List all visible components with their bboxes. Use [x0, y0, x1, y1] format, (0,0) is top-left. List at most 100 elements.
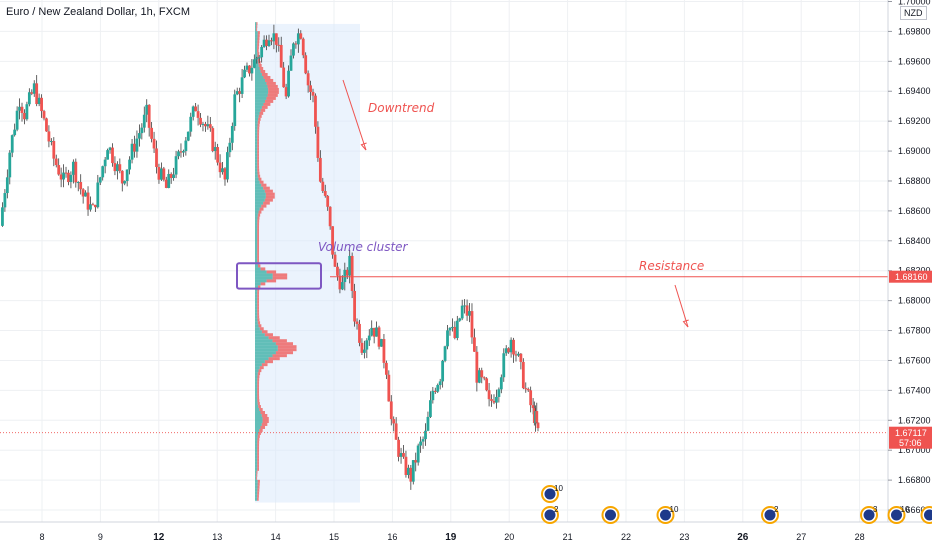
candle-down	[204, 123, 207, 127]
candle-up	[142, 114, 146, 128]
candle-down	[120, 170, 124, 184]
candle-down	[314, 95, 317, 127]
volume-bar-sell	[257, 252, 260, 256]
volume-bar-buy	[255, 267, 261, 271]
volume-bar-sell	[268, 90, 279, 94]
volume-bar-buy	[255, 237, 258, 241]
candle-up	[240, 77, 244, 94]
volume-bar-sell	[263, 186, 270, 190]
volume-bar-buy	[255, 497, 258, 501]
candle-down	[211, 128, 215, 152]
candle-up	[348, 255, 352, 276]
volume-bar-sell	[257, 237, 260, 241]
event-marker: 2	[761, 505, 779, 524]
volume-bar-sell	[257, 452, 260, 456]
volume-bar-sell	[257, 458, 259, 462]
volume-bar-buy	[255, 58, 258, 62]
volume-bar-buy	[255, 342, 276, 346]
candle-up	[98, 177, 102, 183]
candle-down	[311, 91, 315, 96]
volume-bar-sell	[264, 360, 273, 364]
candle-down	[294, 43, 298, 45]
candle-up	[206, 124, 210, 127]
candle-up	[182, 151, 185, 153]
volume-bar-buy	[255, 195, 266, 199]
volume-bar-buy	[255, 183, 262, 187]
volume-bar-sell	[257, 402, 260, 406]
candle-up	[287, 70, 290, 97]
volume-bar-buy	[255, 222, 258, 226]
candle-down	[350, 255, 354, 291]
annotation-arrow-head	[360, 142, 367, 151]
candle-down	[306, 73, 310, 86]
volume-bar-sell	[257, 318, 260, 322]
volume-bar-sell	[257, 162, 260, 166]
candle-up	[416, 445, 420, 463]
candle-up	[76, 182, 80, 184]
candle-up	[399, 453, 403, 457]
volume-bar-sell	[257, 375, 260, 379]
volume-bar-sell	[259, 327, 264, 331]
candle-down	[111, 147, 114, 164]
volume-bar-buy	[255, 258, 258, 262]
candle-up	[509, 339, 513, 353]
candle-down	[338, 275, 342, 290]
volume-bar-sell	[257, 168, 260, 172]
volume-bar-sell	[263, 102, 271, 106]
chart-title: Euro / New Zealand Dollar, 1h, FXCM	[6, 6, 191, 18]
volume-bar-sell	[257, 34, 260, 38]
candle-up	[125, 169, 129, 181]
volume-bar-buy	[255, 378, 258, 382]
event-marker-flag	[863, 509, 875, 521]
volume-bar-sell	[257, 255, 260, 259]
candle-down	[326, 195, 330, 207]
volume-bar-sell	[256, 28, 258, 32]
currency-badge[interactable]: NZD	[900, 6, 927, 20]
volume-bar-sell	[264, 189, 273, 193]
candle-down	[318, 157, 322, 182]
volume-bar-sell	[261, 204, 267, 208]
candle-down	[524, 388, 528, 390]
volume-bar-buy	[255, 300, 258, 304]
candle-up	[221, 168, 224, 173]
volume-bar-sell	[257, 479, 260, 483]
candle-up	[441, 360, 445, 382]
event-marker: 3	[860, 505, 878, 524]
volume-bar-sell	[260, 425, 266, 429]
candle-up	[233, 94, 237, 127]
volume-bar-sell	[257, 455, 260, 459]
time-axis-tick-label: 8	[39, 532, 44, 542]
volume-bar-sell	[260, 69, 266, 73]
volume-bar-buy	[255, 177, 259, 181]
volume-bar-sell	[257, 135, 260, 139]
volume-bar-sell	[263, 75, 271, 79]
volume-bar-buy	[255, 411, 261, 415]
candle-down	[162, 168, 166, 180]
volume-bar-sell	[257, 285, 261, 289]
candle-down	[482, 377, 486, 379]
volume-cluster-box	[236, 262, 322, 290]
volume-bar-buy	[255, 186, 264, 190]
candle-down	[199, 117, 202, 125]
volume-bar-buy	[255, 99, 266, 103]
volume-bar-sell	[258, 405, 261, 409]
volume-bar-buy	[255, 318, 258, 322]
candle-up	[201, 123, 205, 125]
candle-up	[135, 138, 139, 152]
volume-bar-sell	[257, 225, 260, 229]
volume-bar-buy	[255, 399, 258, 403]
candle-up	[250, 67, 254, 74]
volume-bar-sell	[277, 345, 297, 349]
event-marker: 10	[656, 505, 679, 524]
time-axis-tick-label: 22	[621, 532, 631, 542]
time-axis-tick-label: 19	[445, 532, 457, 543]
volume-bar-sell	[259, 428, 263, 432]
volume-bar-buy	[255, 55, 258, 59]
candle-down	[304, 55, 308, 74]
volume-bar-buy	[255, 69, 261, 73]
time-axis-tick-label: 26	[737, 532, 749, 543]
candle-up	[252, 59, 256, 68]
volume-bar-sell	[257, 491, 260, 495]
volume-bar-buy	[255, 120, 258, 124]
